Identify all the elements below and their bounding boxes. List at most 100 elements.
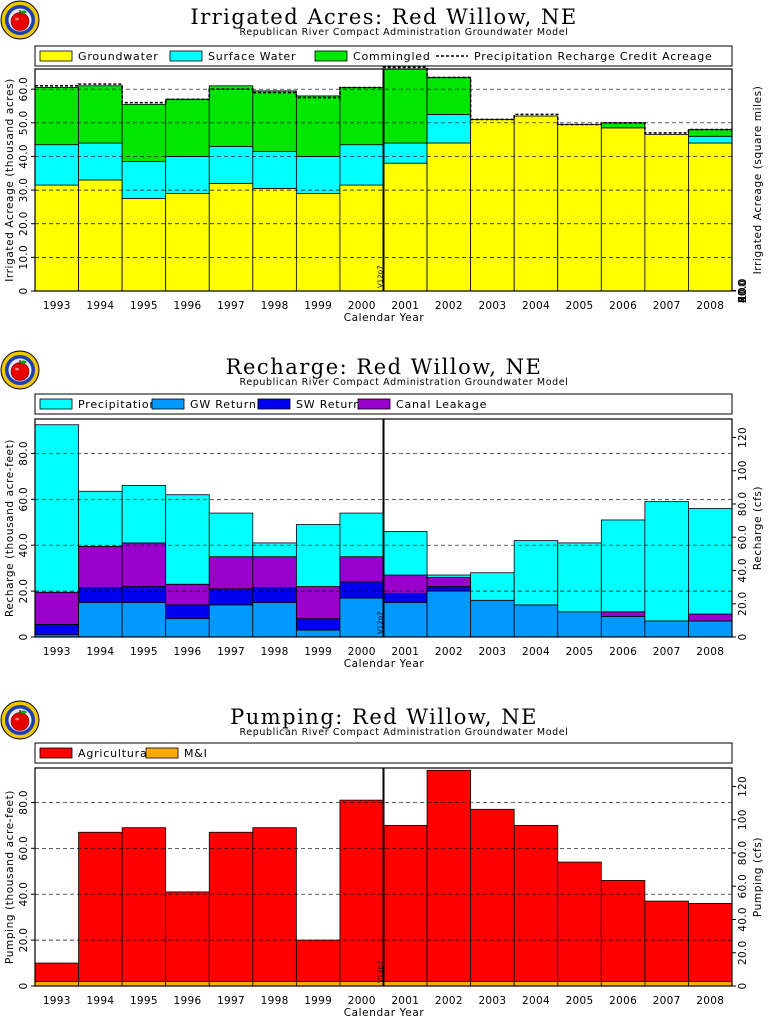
x-tick-label: 1994 (86, 300, 114, 312)
bar-1997-canal-leakage (208, 556, 254, 590)
chart-title: Recharge: Red Willow, NE (226, 355, 543, 379)
x-tick-label: 1998 (261, 300, 289, 312)
legend-label: Surface Water (208, 50, 296, 63)
bar-1995-precipitation (121, 485, 167, 544)
bar-2000-groundwater (339, 184, 384, 292)
bar-2003-agricultural (470, 808, 515, 982)
bar-2005-agricultural (557, 861, 602, 982)
x-tick-label: 2002 (435, 646, 463, 658)
bar-2008-groundwater (688, 142, 733, 292)
bar-1999-commingled (295, 95, 341, 157)
x-tick-label: 2005 (566, 300, 594, 312)
bar-2003-m-i (470, 981, 515, 987)
x-tick-label: 2004 (522, 995, 550, 1007)
bar-1994-agricultural (78, 831, 123, 982)
bar-2002-canal-leakage (426, 576, 472, 587)
y2-tick-label: 20.0 (737, 940, 749, 965)
bar-1997-surface-water (208, 145, 254, 184)
bar-2008-precipitation (688, 508, 733, 615)
y2-tick-label: 80.0 (737, 841, 749, 866)
legend-swatch (314, 50, 348, 62)
x-tick-label: 1994 (86, 995, 114, 1007)
chart-title: Irrigated Acres: Red Willow, NE (190, 5, 577, 29)
bar-1997-agricultural (208, 831, 254, 982)
bar-2001-canal-leakage (383, 574, 428, 594)
y-tick-label: 0 (18, 983, 30, 990)
bar-1994-groundwater (78, 179, 123, 292)
bar-1997-groundwater (208, 182, 254, 292)
bar-1995-commingled (121, 103, 167, 162)
y2-axis-label: Recharge (cfs) (752, 486, 764, 570)
bar-1996-groundwater (165, 193, 210, 292)
x-tick-label: 2001 (391, 300, 419, 312)
x-tick-label: 2007 (653, 646, 681, 658)
bar-2008-commingled (688, 129, 733, 137)
x-tick-label: 2003 (478, 995, 506, 1007)
bar-1999-precipitation (295, 524, 341, 587)
legend-label: Agricultural (78, 747, 151, 760)
bar-1993-agricultural (34, 962, 79, 982)
x-tick-label: 2004 (522, 300, 550, 312)
x-axis-label: Calendar Year (344, 1007, 425, 1019)
bar-1993-sw-returns (34, 623, 79, 636)
x-tick-label: 2003 (478, 646, 506, 658)
bar-1993-surface-water (34, 144, 79, 186)
bar-2003-gw-returns (470, 599, 515, 638)
y-axis-label: Recharge (thousand acre-feet) (4, 439, 16, 617)
legend-swatch (39, 747, 73, 759)
y2-tick-label: 60.0 (737, 278, 749, 303)
bar-2008-agricultural (688, 902, 733, 982)
bar-2003-groundwater (470, 119, 515, 292)
bar-2000-agricultural (339, 799, 384, 982)
legend-swatch (39, 50, 73, 62)
bar-2002-precipitation (426, 574, 472, 578)
legend: Precipitation GW Returns SW Returns Canal L… (34, 393, 733, 415)
bar-2004-precipitation (513, 540, 559, 606)
apple-logo-icon (0, 700, 40, 740)
y2-tick-label: 80.0 (737, 278, 749, 303)
x-tick-label: 1993 (43, 995, 71, 1007)
bar-1996-sw-returns (165, 604, 210, 620)
legend-swatch (151, 398, 185, 410)
bars (34, 424, 733, 638)
legend-swatch (39, 398, 73, 410)
x-tick-label: 1997 (217, 995, 245, 1007)
bar-2002-groundwater (426, 142, 472, 292)
legend-box (34, 45, 733, 67)
legend-label: Commingled (353, 50, 431, 63)
bars (34, 769, 733, 987)
bar-2007-precipitation (644, 501, 689, 622)
bar-1994-gw-returns (78, 602, 123, 638)
bar-1998-commingled (252, 90, 297, 152)
bar-2006-m-i (600, 981, 646, 987)
legend-label: M&I (184, 747, 208, 760)
x-tick-label: 2005 (566, 646, 594, 658)
bar-1996-precipitation (165, 494, 210, 585)
bar-2002-agricultural (426, 769, 472, 982)
legend-swatch (257, 398, 291, 410)
bar-2002-m-i (426, 981, 472, 987)
bar-2000-canal-leakage (339, 556, 384, 583)
bar-2007-m-i (644, 981, 689, 987)
y2-tick-label: 60.0 (737, 525, 749, 550)
y2-axis-label: Pumping (cfs) (752, 837, 764, 917)
x-tick-label: 1997 (217, 300, 245, 312)
y-tick-label: 80.0 (18, 441, 30, 466)
apple-logo-icon (0, 0, 40, 40)
legend-label: Groundwater (78, 50, 159, 63)
bar-2008-surface-water (688, 135, 733, 144)
y-tick-label: 20.0 (18, 928, 30, 953)
x-tick-label: 2008 (696, 646, 724, 658)
bar-2000-commingled (339, 87, 384, 146)
bar-2006-canal-leakage (600, 611, 646, 617)
bar-1993-m-i (34, 981, 79, 987)
bar-2008-gw-returns (688, 620, 733, 638)
bar-1994-surface-water (78, 142, 123, 181)
bar-1993-precipitation (34, 424, 79, 593)
bar-2001-surface-water (383, 142, 428, 164)
bar-1997-m-i (208, 981, 254, 987)
